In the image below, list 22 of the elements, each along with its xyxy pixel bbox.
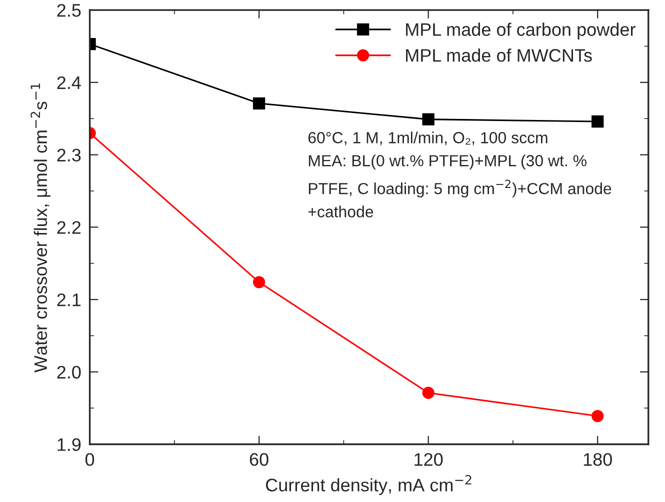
point — [422, 113, 434, 126]
y-tick-label: 2.1 — [57, 293, 81, 306]
x-tick-label: 180 — [584, 453, 612, 466]
y-tick-label: 2.0 — [57, 366, 81, 379]
point — [252, 276, 266, 288]
point — [252, 97, 266, 110]
y-tick-label: 2.2 — [57, 221, 81, 234]
x-axis-title: Current density, mA cm$^{−2}$ — [266, 474, 472, 496]
y-tick-label: 2.3 — [57, 148, 81, 162]
point — [592, 115, 604, 128]
y-tick-label: 1.9 — [58, 438, 81, 451]
x-tick-label: 120 — [414, 453, 443, 466]
x-tick-label: 0 — [85, 453, 94, 466]
point — [592, 410, 604, 422]
x-tick-label: 60 — [250, 453, 268, 466]
legend-label: MPL made of carbon powder — [406, 22, 636, 40]
y-tick-label: 2.5 — [57, 4, 81, 17]
y-tick-label: 2.4 — [57, 76, 81, 89]
text: 60°C, 1 M, 1ml/min, O₂, 100 sccm MEA: BL(0 wt.% PTFE)+MPL (30 wt. % PTFE, C loading: 5 mg cm$^{−2}$)+CCM anode +cathode — [308, 132, 612, 218]
point — [422, 386, 434, 399]
y-axis-title: Water crossover flux, μmol cm$^{−2}$s$^{−1}$ — [30, 83, 50, 373]
legend-label: MPL made of MWCNTs — [406, 48, 592, 62]
